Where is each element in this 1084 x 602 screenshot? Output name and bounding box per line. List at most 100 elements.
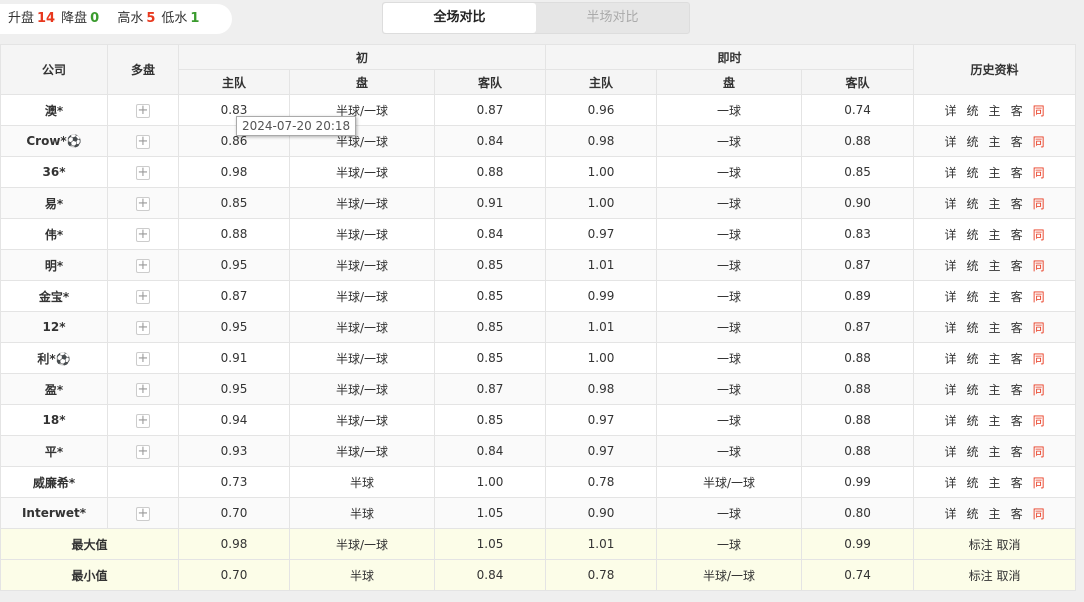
- company-name[interactable]: 明*: [0, 249, 108, 281]
- mark-cancel-links[interactable]: 标注 取消: [913, 559, 1077, 591]
- history-link[interactable]: 客: [1010, 134, 1023, 149]
- tab-full-match[interactable]: 全场对比: [383, 3, 536, 33]
- expand-plus-icon[interactable]: +: [136, 133, 150, 149]
- history-link[interactable]: 统: [966, 382, 979, 397]
- history-link[interactable]: 同: [1032, 382, 1045, 397]
- expand-plus-icon[interactable]: +: [136, 443, 150, 459]
- history-link[interactable]: 统: [966, 475, 979, 490]
- history-link[interactable]: 详: [944, 165, 957, 180]
- expand-plus-icon[interactable]: +: [136, 257, 150, 273]
- history-link[interactable]: 统: [966, 351, 979, 366]
- company-name[interactable]: 威廉希*: [0, 466, 108, 498]
- company-name[interactable]: 澳*: [0, 94, 108, 126]
- history-link[interactable]: 客: [1010, 351, 1023, 366]
- history-link[interactable]: 主: [988, 258, 1001, 273]
- mark-cancel-links[interactable]: 标注 取消: [913, 528, 1077, 560]
- history-link[interactable]: 统: [966, 506, 979, 521]
- history-link[interactable]: 主: [988, 413, 1001, 428]
- history-link[interactable]: 详: [944, 506, 957, 521]
- history-link[interactable]: 客: [1010, 444, 1023, 459]
- history-link[interactable]: 客: [1010, 382, 1023, 397]
- company-name[interactable]: Crow*⚽: [0, 125, 108, 157]
- expand-plus-icon[interactable]: +: [136, 381, 150, 397]
- history-link[interactable]: 主: [988, 165, 1001, 180]
- history-link[interactable]: 主: [988, 134, 1001, 149]
- company-name[interactable]: 12*: [0, 311, 108, 343]
- company-name[interactable]: 36*: [0, 156, 108, 188]
- history-link[interactable]: 统: [966, 258, 979, 273]
- history-link[interactable]: 详: [944, 382, 957, 397]
- history-link[interactable]: 客: [1010, 413, 1023, 428]
- history-link[interactable]: 统: [966, 444, 979, 459]
- history-link[interactable]: 详: [944, 103, 957, 118]
- company-name[interactable]: 利*⚽: [0, 342, 108, 374]
- history-link[interactable]: 详: [944, 351, 957, 366]
- expand-plus-icon[interactable]: +: [136, 164, 150, 180]
- history-link[interactable]: 同: [1032, 506, 1045, 521]
- history-link[interactable]: 统: [966, 196, 979, 211]
- history-link[interactable]: 客: [1010, 165, 1023, 180]
- history-link[interactable]: 同: [1032, 289, 1045, 304]
- company-name[interactable]: 易*: [0, 187, 108, 219]
- history-link[interactable]: 统: [966, 320, 979, 335]
- history-link[interactable]: 同: [1032, 134, 1045, 149]
- expand-plus-icon[interactable]: +: [136, 226, 150, 242]
- history-link[interactable]: 主: [988, 320, 1001, 335]
- history-link[interactable]: 客: [1010, 196, 1023, 211]
- company-name[interactable]: 盈*: [0, 373, 108, 405]
- history-link[interactable]: 客: [1010, 103, 1023, 118]
- history-link[interactable]: 主: [988, 351, 1001, 366]
- history-link[interactable]: 主: [988, 475, 1001, 490]
- history-link[interactable]: 客: [1010, 320, 1023, 335]
- history-link[interactable]: 同: [1032, 475, 1045, 490]
- history-link[interactable]: 同: [1032, 413, 1045, 428]
- expand-plus-icon[interactable]: +: [136, 195, 150, 211]
- history-link[interactable]: 客: [1010, 227, 1023, 242]
- history-link[interactable]: 统: [966, 227, 979, 242]
- company-name[interactable]: Interwet*: [0, 497, 108, 529]
- history-link[interactable]: 详: [944, 134, 957, 149]
- expand-plus-icon[interactable]: +: [136, 288, 150, 304]
- history-link[interactable]: 主: [988, 103, 1001, 118]
- history-link[interactable]: 详: [944, 413, 957, 428]
- history-link[interactable]: 同: [1032, 258, 1045, 273]
- history-link[interactable]: 详: [944, 289, 957, 304]
- history-link[interactable]: 同: [1032, 351, 1045, 366]
- history-link[interactable]: 同: [1032, 165, 1045, 180]
- company-name[interactable]: 18*: [0, 404, 108, 436]
- history-link[interactable]: 详: [944, 320, 957, 335]
- tab-half-match[interactable]: 半场对比: [586, 10, 639, 25]
- history-link[interactable]: 详: [944, 258, 957, 273]
- history-link[interactable]: 主: [988, 289, 1001, 304]
- history-link[interactable]: 详: [944, 444, 957, 459]
- history-link[interactable]: 主: [988, 196, 1001, 211]
- history-link[interactable]: 详: [944, 475, 957, 490]
- history-link[interactable]: 主: [988, 382, 1001, 397]
- history-link[interactable]: 同: [1032, 444, 1045, 459]
- history-link[interactable]: 同: [1032, 196, 1045, 211]
- history-link[interactable]: 主: [988, 444, 1001, 459]
- history-link[interactable]: 客: [1010, 289, 1023, 304]
- expand-plus-icon[interactable]: +: [136, 350, 150, 366]
- history-link[interactable]: 统: [966, 289, 979, 304]
- history-link[interactable]: 详: [944, 227, 957, 242]
- history-link[interactable]: 同: [1032, 103, 1045, 118]
- company-name[interactable]: 伟*: [0, 218, 108, 250]
- history-link[interactable]: 同: [1032, 227, 1045, 242]
- history-link[interactable]: 统: [966, 165, 979, 180]
- history-link[interactable]: 统: [966, 103, 979, 118]
- expand-plus-icon[interactable]: +: [136, 505, 150, 521]
- history-link[interactable]: 客: [1010, 475, 1023, 490]
- history-link[interactable]: 客: [1010, 258, 1023, 273]
- history-link[interactable]: 统: [966, 134, 979, 149]
- expand-plus-icon[interactable]: +: [136, 102, 150, 118]
- history-link[interactable]: 详: [944, 196, 957, 211]
- history-link[interactable]: 统: [966, 413, 979, 428]
- expand-plus-icon[interactable]: +: [136, 319, 150, 335]
- history-link[interactable]: 客: [1010, 506, 1023, 521]
- history-link[interactable]: 同: [1032, 320, 1045, 335]
- company-name[interactable]: 金宝*: [0, 280, 108, 312]
- history-link[interactable]: 主: [988, 227, 1001, 242]
- expand-plus-icon[interactable]: +: [136, 412, 150, 428]
- history-link[interactable]: 主: [988, 506, 1001, 521]
